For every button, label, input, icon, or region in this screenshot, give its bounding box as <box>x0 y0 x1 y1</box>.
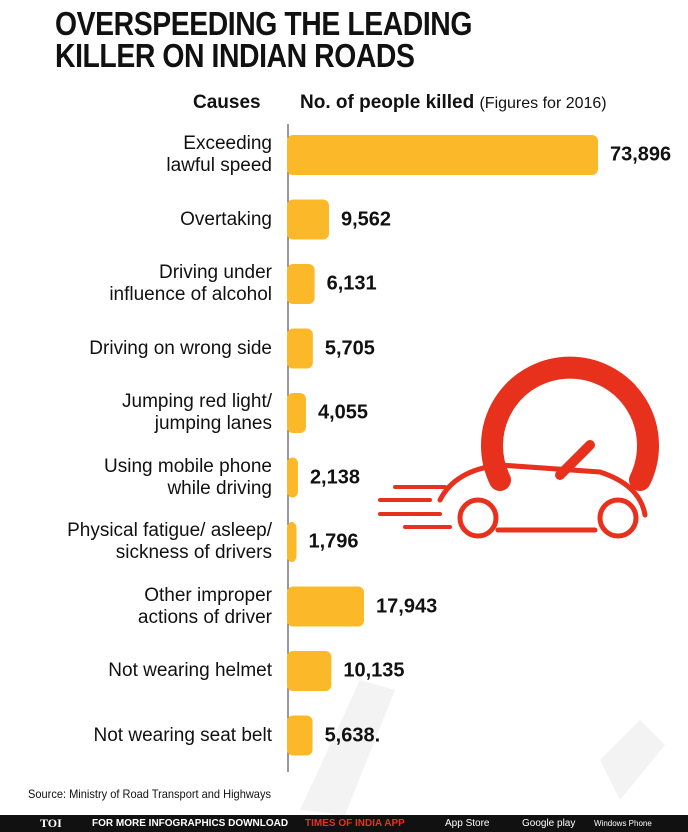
bar <box>287 199 329 240</box>
value-label: 4,055 <box>317 401 369 424</box>
value-note: (Figures for 2016) <box>479 95 607 112</box>
category-label: Physical fatigue/ asleep/ sickness of dr… <box>67 520 272 563</box>
footer-text: FOR MORE INFOGRAPHICS DOWNLOAD <box>92 818 289 829</box>
bar <box>287 457 298 498</box>
value-label: 5,638. <box>324 724 381 746</box>
category-label: Exceeding lawful speed <box>166 133 272 176</box>
chart-title: OVERSPEEDING THE LEADING <box>55 5 473 42</box>
bar <box>287 264 315 304</box>
footer-store[interactable]: Windows Phone <box>594 819 652 828</box>
value-label: 17,943 <box>376 595 438 617</box>
bar <box>287 522 297 562</box>
value-label: 1,796 <box>308 530 359 553</box>
category-header: Causes <box>193 92 261 113</box>
footer-store[interactable]: App Store <box>445 818 490 829</box>
category-label: Driving on wrong side <box>89 337 272 359</box>
value-label: 2,138 <box>309 466 360 488</box>
bar <box>287 393 306 433</box>
footer-store[interactable]: Google play <box>522 818 576 829</box>
bar <box>287 135 598 175</box>
chart-title: KILLER ON INDIAN ROADS <box>55 37 415 74</box>
speedometer-decoration <box>378 356 659 539</box>
bar <box>287 715 313 756</box>
value-label: 9,562 <box>340 208 392 230</box>
value-header: No. of people killed <box>300 92 475 113</box>
category-label: Other improper actions of driver <box>137 584 272 628</box>
footer-app: TIMES OF INDIA APP <box>305 818 405 829</box>
value-label: 10,135 <box>343 659 405 682</box>
value-label: 5,705 <box>324 337 375 359</box>
category-label: Driving under influence of alcohol <box>109 262 272 305</box>
category-label: Not wearing helmet <box>108 660 272 681</box>
bar <box>287 328 313 369</box>
value-header-wrap: No. of people killed (Figures for 2016) <box>300 92 607 114</box>
value-label: 73,896 <box>610 143 672 166</box>
category-label: Jumping red light/ jumping lanes <box>122 391 272 434</box>
source: Source: Ministry of Road Transport and H… <box>28 787 271 801</box>
bar <box>287 651 332 691</box>
footer-brand: TOI <box>40 816 62 830</box>
bar <box>287 586 365 627</box>
category-label: Overtaking <box>180 208 272 230</box>
footer: TOI FOR MORE INFOGRAPHICS DOWNLOAD TIMES… <box>0 815 688 832</box>
category-label: Using mobile phone while driving <box>104 455 272 499</box>
watermark <box>300 680 395 815</box>
category-label: Not wearing seat belt <box>93 724 273 746</box>
watermark <box>600 720 665 800</box>
value-label: 6,131 <box>326 272 377 295</box>
